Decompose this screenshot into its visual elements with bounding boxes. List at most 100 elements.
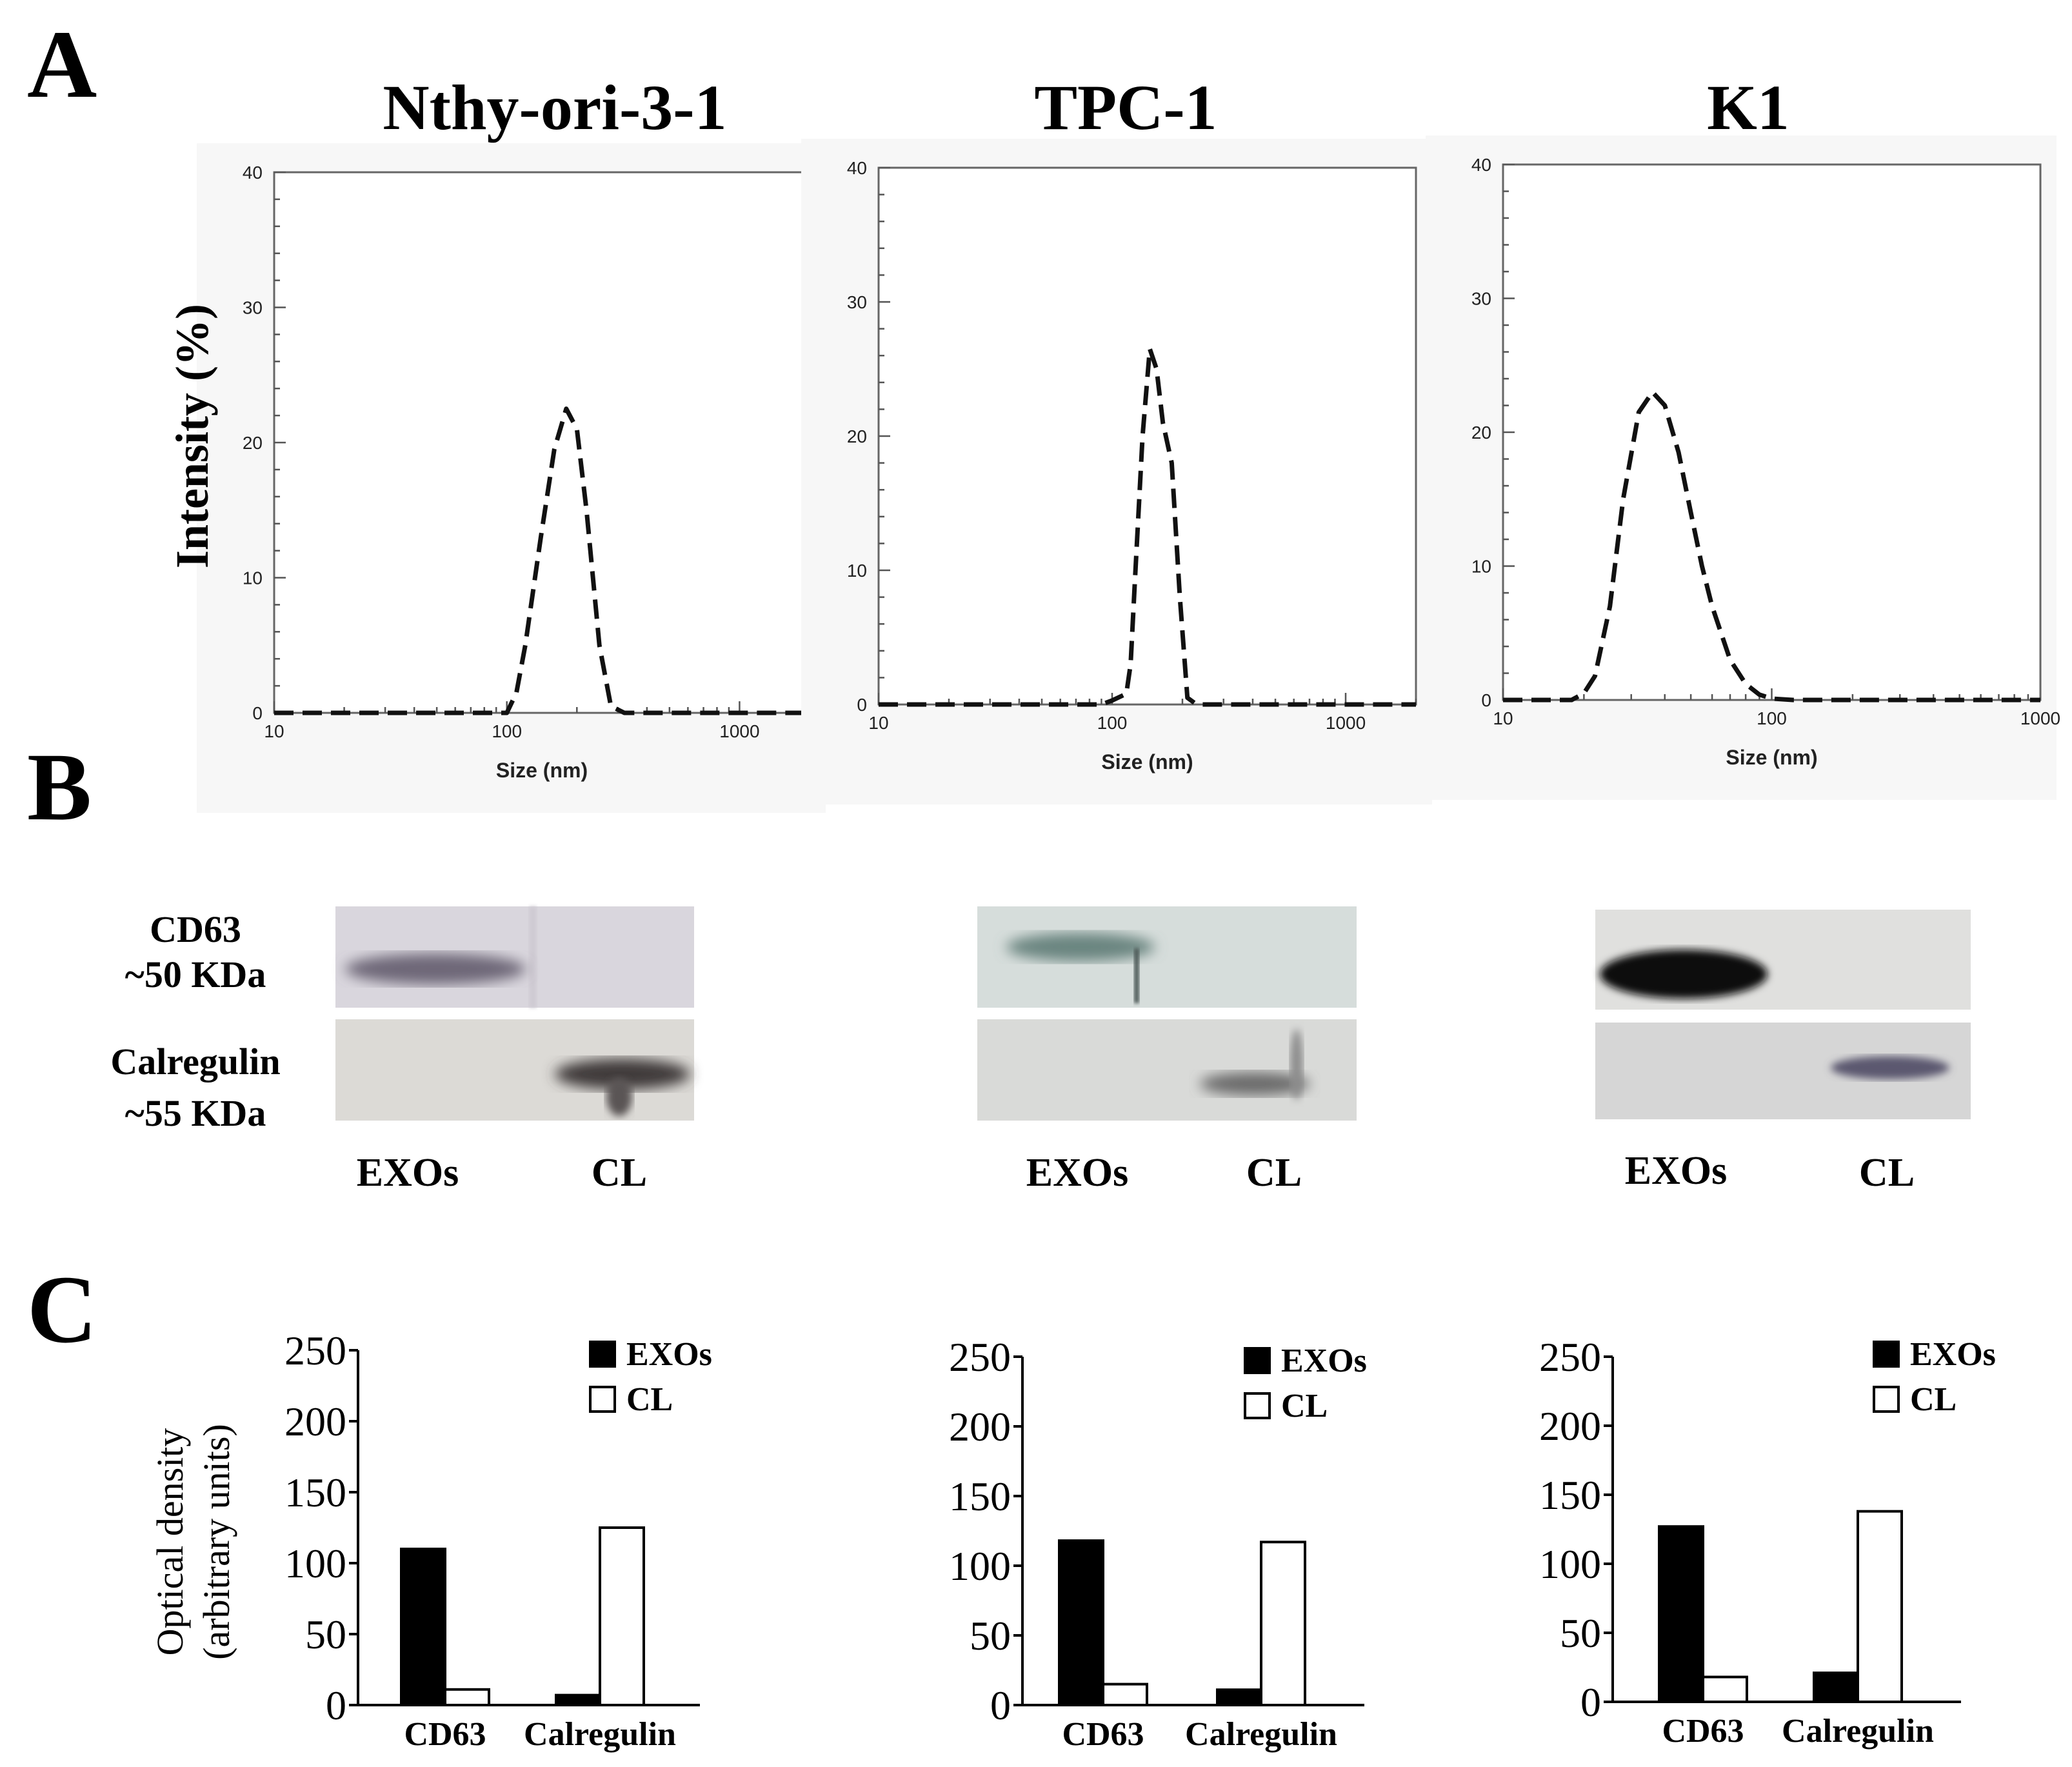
y-tick-label: 0 (1580, 1679, 1601, 1725)
y-tick-label: 200 (284, 1399, 346, 1444)
calregulin-label: Calregulin (110, 1041, 280, 1083)
blot-tpc1-cd63-band-exos (1006, 933, 1155, 961)
series-line-tpc-1 (879, 346, 1416, 707)
bar-cl-calregulin (1260, 1541, 1306, 1707)
y-tick-label: 10 (1471, 557, 1491, 577)
y-tick-label: 10 (243, 568, 263, 588)
category-label: Calregulin (524, 1716, 676, 1753)
blot-nthy-calregulin-band-cl (555, 1059, 690, 1090)
y-tick-label: 250 (284, 1328, 346, 1373)
bar-ylabel: Optical density (arbitrary units) (149, 1424, 237, 1660)
lane-label-cl-1: CL (592, 1151, 647, 1195)
bar-chart-2: 0 50 100 150 200 250 CD63 Calregulin EXOs CL (949, 1334, 1367, 1753)
y-tick-label: 40 (243, 163, 263, 183)
blot-k1: EXOs CL (1595, 910, 1971, 1195)
y-tick-label: 150 (1539, 1472, 1601, 1518)
bar-cl-cd63 (444, 1688, 490, 1707)
blot-nthy-cd63-band-exos (345, 953, 526, 984)
lane-label-cl-3: CL (1859, 1151, 1915, 1195)
y-tick-label: 200 (1539, 1403, 1601, 1449)
blot-nthy-calregulin-smear (606, 1077, 632, 1116)
blot-tpc1-cd63-streak (1134, 948, 1139, 1003)
bar-chart-3: 0 50 100 150 200 250 CD63 Calregulin EXOs CL (1539, 1334, 1996, 1750)
chart-title: K1 (1707, 72, 1789, 143)
legend-swatch-exos (1873, 1341, 1900, 1368)
bar-exos-calregulin (555, 1693, 601, 1707)
x-tick-label: 100 (1757, 708, 1787, 728)
legend-label-exos: EXOs (1910, 1336, 1996, 1373)
panel-label-b: B (27, 734, 92, 841)
lane-label-exos-2: EXOs (1026, 1151, 1128, 1195)
blot-tpc1: EXOs CL (977, 906, 1357, 1195)
y-tick-label: 40 (1471, 155, 1491, 175)
x-axis-label: Size (nm) (1726, 746, 1817, 769)
western-blot-panel: CD63 ~50 KDa Calregulin ~55 KDa EXOs CL … (110, 906, 1971, 1195)
bar-cl-cd63 (1102, 1682, 1148, 1707)
lane-label-exos-1: EXOs (357, 1151, 459, 1195)
cd63-kda-label: ~50 KDa (125, 953, 266, 995)
y-tick-label: 250 (1539, 1334, 1601, 1380)
blot-k1-cd63-band-exos (1600, 950, 1768, 999)
y-tick-label: 0 (990, 1682, 1011, 1728)
y-tick-label: 150 (949, 1473, 1011, 1519)
y-tick-label: 0 (252, 703, 263, 723)
y-tick-label: 0 (326, 1682, 346, 1728)
y-tick-label: 30 (243, 298, 263, 318)
x-axis-label: Size (nm) (1101, 750, 1193, 774)
bar-exos-calregulin (1216, 1688, 1262, 1706)
bar-exos-cd63 (400, 1548, 446, 1706)
y-tick-label: 200 (949, 1404, 1011, 1450)
y-tick-label: 100 (949, 1543, 1011, 1589)
cd63-label: CD63 (150, 908, 241, 950)
plot-frame (877, 166, 1417, 706)
y-tick-label: 50 (305, 1612, 346, 1657)
x-tick-label: 100 (1097, 713, 1128, 733)
plot-frame (1502, 163, 2042, 701)
y-tick-label: 0 (1481, 690, 1491, 710)
category-label: CD63 (404, 1716, 486, 1753)
bar-exos-cd63 (1058, 1539, 1104, 1707)
blot-tpc1-calregulin-band-cl (1200, 1072, 1310, 1095)
x-tick-label: 10 (868, 713, 888, 733)
y-tick-label: 50 (1560, 1610, 1601, 1656)
bar-exos-cd63 (1658, 1525, 1704, 1703)
blot-k1-calregulin-band-cl (1831, 1056, 1949, 1079)
chart-title: TPC-1 (1034, 72, 1217, 143)
category-label: Calregulin (1782, 1713, 1934, 1750)
plot-frame (273, 171, 811, 714)
optical-density-charts: 0 50 100 150 200 250 CD63 Calregulin EXOs CL 0 50 10… (284, 1328, 1996, 1753)
y-tick-label: 100 (1539, 1541, 1601, 1587)
x-tick-label: 1000 (1326, 713, 1366, 733)
y-tick-label: 0 (857, 695, 867, 715)
y-tick-label: 20 (847, 426, 867, 446)
y-axis-label: Intensity (%) (166, 304, 218, 568)
y-tick-label: 100 (284, 1541, 346, 1586)
lane-label-exos-3: EXOs (1625, 1149, 1727, 1193)
series-line-k1 (1503, 390, 2040, 703)
legend-label-cl: CL (626, 1381, 673, 1418)
bar-exos-calregulin (1813, 1672, 1859, 1704)
y-tick-label: 30 (1471, 289, 1491, 309)
legend-swatch-cl (589, 1386, 616, 1413)
blot-nthy: EXOs CL (335, 906, 694, 1195)
legend-label-exos: EXOs (1281, 1343, 1367, 1379)
y-tick-label: 30 (847, 292, 867, 312)
bar-ylabel-line2: (arbitrary units) (195, 1424, 237, 1660)
x-tick-label: 1000 (2020, 708, 2060, 728)
legend-label-exos: EXOs (626, 1336, 712, 1373)
chart-title: Nthy-ori-3-1 (383, 72, 726, 143)
y-tick-label: 50 (970, 1613, 1011, 1659)
bar-cl-calregulin (599, 1526, 645, 1706)
legend-swatch-exos (589, 1341, 616, 1368)
legend-swatch-cl (1873, 1386, 1900, 1413)
y-tick-label: 250 (949, 1334, 1011, 1380)
y-tick-label: 10 (847, 561, 867, 581)
panel-label-a: A (27, 11, 97, 118)
y-tick-label: 150 (284, 1470, 346, 1515)
x-tick-label: 10 (264, 721, 284, 741)
bar-cl-calregulin (1857, 1510, 1903, 1703)
panel-label-c: C (27, 1256, 97, 1363)
lane-label-cl-2: CL (1246, 1151, 1302, 1195)
